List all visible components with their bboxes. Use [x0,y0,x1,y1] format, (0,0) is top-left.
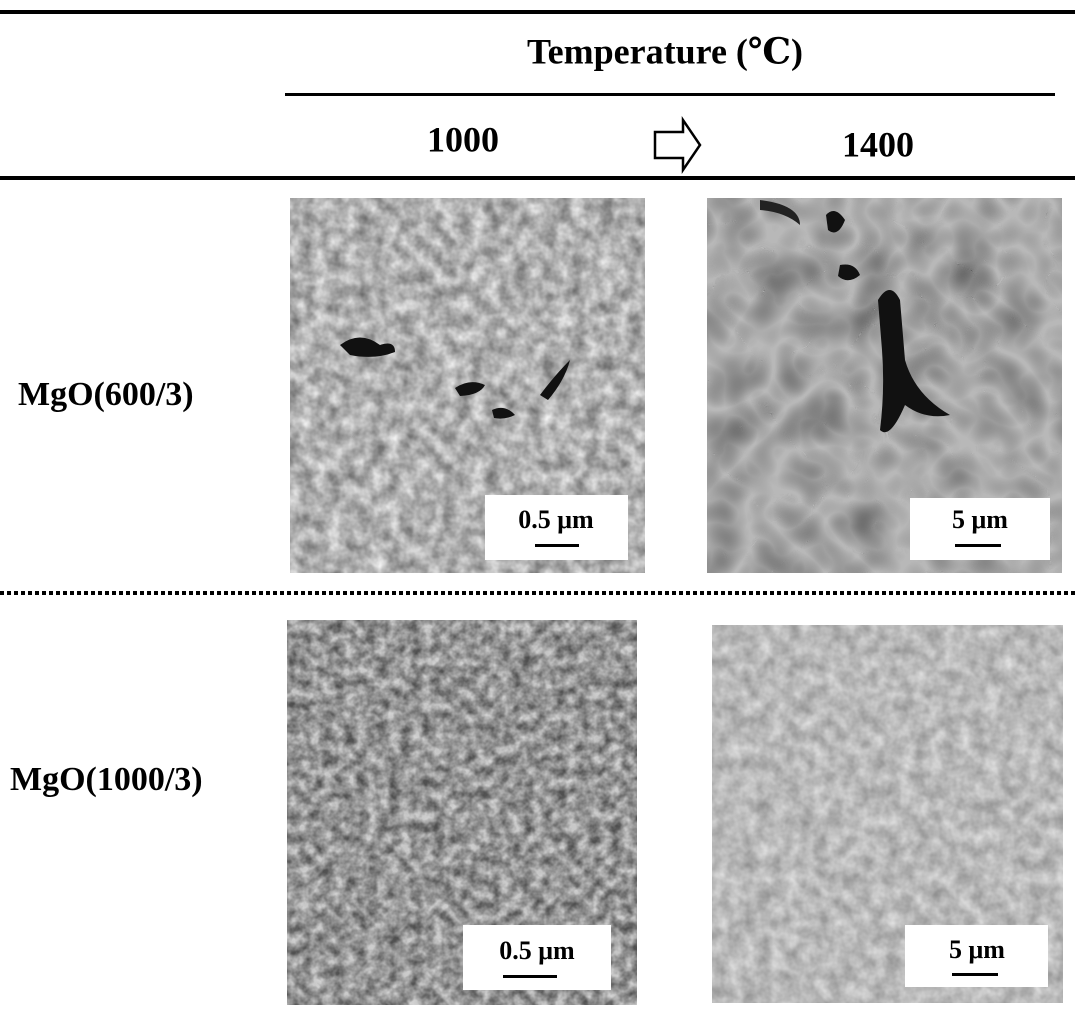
column-label: 1400 [842,124,914,164]
scale-bar-label: 5 μm [949,935,1005,964]
scale-bar [952,973,998,976]
scale-bar-label: 0.5 μm [499,936,575,965]
figure: Temperature (℃) 1000 1400 MgO(600/3) MgO… [0,0,1075,1025]
header-bottom-rule [0,176,1075,180]
scale-bar-label: 5 μm [952,505,1008,534]
row-label: MgO(1000/3) [10,761,203,798]
micrograph [287,620,637,1005]
scale-bar-label: 0.5 μm [518,505,594,534]
arrow [655,120,700,170]
scale-bar [955,544,1001,547]
row-label: MgO(600/3) [18,376,194,413]
column-label: 1000 [427,119,499,159]
header-rule [285,93,1055,96]
scale-bar [503,975,557,978]
top-rule [0,10,1075,14]
micrograph [707,198,1062,573]
micrograph [712,625,1063,1003]
scale-bar [535,544,579,547]
header-title: Temperature (℃) [527,31,803,71]
